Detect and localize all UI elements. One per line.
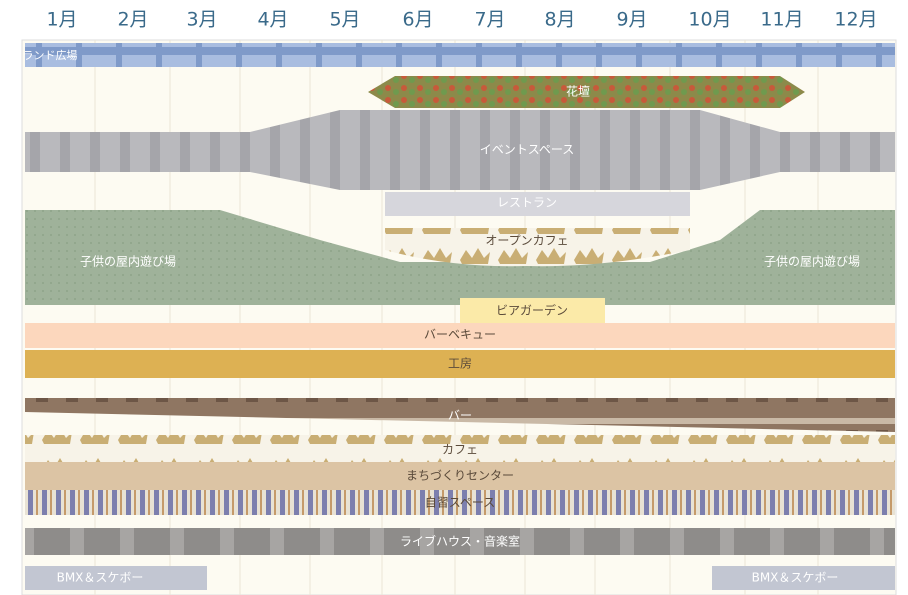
month: 12月	[834, 9, 877, 31]
band	[712, 566, 895, 590]
band	[25, 350, 895, 378]
month: 9月	[616, 9, 647, 31]
band	[25, 528, 895, 555]
month: 10月	[688, 9, 731, 31]
band	[25, 490, 895, 515]
month: 3月	[186, 9, 217, 31]
band-label: 子供の屋内遊び場	[764, 254, 860, 269]
band-label: まちづくりセンター	[406, 469, 514, 483]
band-label: BMX＆スケボー	[57, 571, 144, 585]
band	[25, 566, 207, 590]
band	[25, 462, 895, 490]
band-label: 自習スペース	[425, 496, 496, 510]
band-label: カフェ	[442, 443, 478, 457]
month: 4月	[257, 9, 288, 31]
band-label: ランド広場	[23, 49, 78, 62]
band	[25, 323, 895, 348]
band-label: 子供の屋内遊び場	[80, 254, 176, 269]
month: 11月	[760, 9, 803, 31]
band	[25, 110, 895, 190]
band	[25, 435, 895, 462]
band-label: 花壇	[566, 84, 590, 99]
band-label: BMX＆スケボー	[752, 571, 839, 585]
band-label: オープンカフェ	[485, 234, 568, 248]
month: 6月	[402, 9, 433, 31]
month: 7月	[474, 9, 505, 31]
month: 2月	[117, 9, 148, 31]
band-label: バー	[448, 409, 472, 423]
band-label: イベントスペース	[480, 143, 575, 157]
month-labels: 1月 2月 3月 4月 5月 6月 7月 8月 9月 10月 11月 12月	[46, 9, 877, 31]
band-label: レストラン	[497, 196, 557, 210]
month: 5月	[329, 9, 360, 31]
band	[385, 192, 690, 216]
band	[368, 76, 805, 108]
band-label: 工房	[448, 356, 472, 371]
band	[25, 210, 895, 305]
month: 8月	[544, 9, 575, 31]
bands: ランド広場 花壇 イベントスペース レストラン オープンカフェ 子供の屋内遊び場…	[23, 43, 895, 590]
band	[25, 398, 895, 432]
month: 1月	[46, 9, 77, 31]
band	[460, 298, 605, 323]
band	[25, 43, 895, 67]
band-label: ビアガーデン	[496, 303, 568, 318]
band	[385, 228, 690, 267]
band-label: バーベキュー	[424, 328, 496, 342]
band-label: ライブハウス・音楽室	[400, 534, 520, 549]
